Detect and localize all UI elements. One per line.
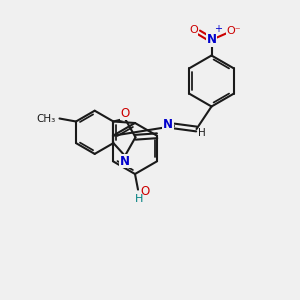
Text: O: O [120,107,130,120]
Text: O: O [189,25,198,35]
Text: H: H [135,194,144,204]
Text: O⁻: O⁻ [227,26,241,36]
Text: N: N [206,33,217,46]
Text: N: N [163,118,173,131]
Text: +: + [214,24,222,34]
Text: N: N [120,155,130,168]
Text: CH₃: CH₃ [37,113,56,124]
Text: O: O [140,184,149,198]
Text: H: H [198,128,206,139]
